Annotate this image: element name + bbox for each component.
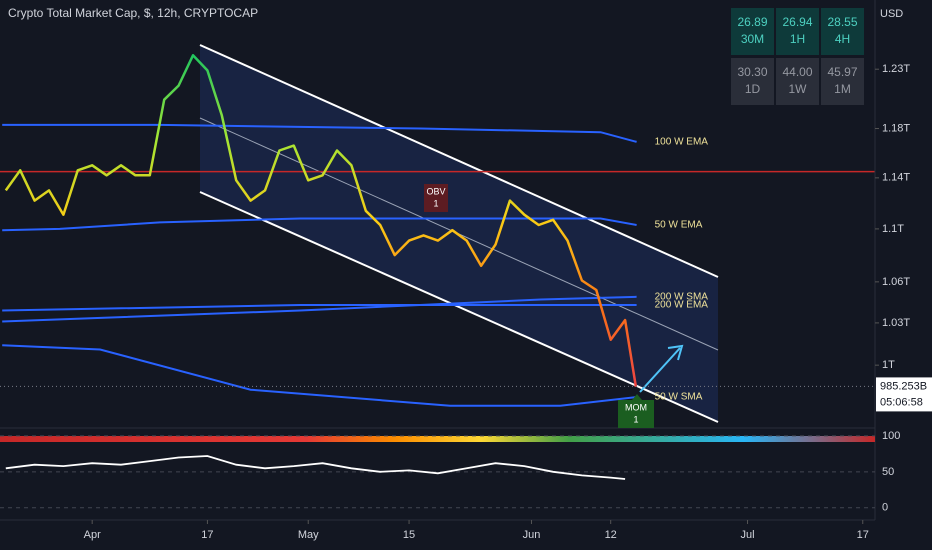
channel-upper (199, 44, 719, 278)
osc-tick-label: 100 (882, 430, 900, 442)
performance-period: 1M (834, 82, 851, 96)
obv-label: OBV (426, 186, 445, 196)
mom-pointer (632, 394, 642, 400)
ma-line (2, 344, 637, 407)
oscillator-line (5, 455, 626, 480)
mom-count: 1 (633, 414, 638, 424)
ma-label: 200 W SMA (655, 291, 709, 302)
performance-period: 30M (741, 32, 764, 46)
performance-cell (731, 8, 774, 55)
y-tick-label: 1.18T (882, 122, 910, 134)
performance-period: 1D (745, 82, 761, 96)
main-pane (0, 44, 875, 423)
obv-count: 1 (433, 198, 438, 208)
ma-label: 50 W SMA (655, 392, 703, 403)
y-tick-label: 1.06T (882, 276, 910, 288)
ma-line (2, 304, 637, 312)
channel-lower (199, 191, 719, 423)
arrow-head (667, 344, 684, 361)
ma-line (2, 123, 637, 143)
performance-cell (776, 8, 819, 55)
performance-value: 28.55 (827, 15, 857, 29)
y-tick-label: 1.03T (882, 317, 910, 329)
y-tick-label: 1.1T (882, 223, 904, 235)
performance-value: 44.00 (782, 65, 812, 79)
last-price-box (876, 377, 932, 412)
performance-cell (821, 58, 864, 105)
x-tick-label: Apr (84, 529, 101, 541)
performance-value: 26.89 (737, 15, 767, 29)
x-tick-label: Jul (740, 529, 754, 541)
ma-label: 200 W EMA (655, 300, 709, 311)
chart-title: Crypto Total Market Cap, $, 12h, CRYPTOC… (8, 6, 258, 20)
y-tick-label: 1.14T (882, 172, 910, 184)
countdown: 05:06:58 (880, 396, 923, 408)
performance-cell (776, 58, 819, 105)
x-tick-label: 12 (605, 529, 617, 541)
ma-label: 100 W EMA (655, 137, 709, 148)
x-tick-label: May (298, 529, 319, 541)
x-tick-label: 15 (403, 529, 415, 541)
osc-tick-label: 0 (882, 502, 888, 514)
y-tick-label: 1T (882, 359, 895, 371)
last-price-label: 985.253B (880, 380, 927, 392)
obv-badge (424, 184, 448, 212)
price-line (4, 54, 638, 387)
performance-value: 30.30 (737, 65, 767, 79)
ma-line (2, 217, 637, 232)
x-tick-label: 17 (857, 529, 869, 541)
arrow (639, 347, 681, 393)
x-tick-label: 17 (201, 529, 213, 541)
x-tick-label: Jun (523, 529, 541, 541)
performance-period: 1W (789, 82, 808, 96)
y-tick-label: 1.23T (882, 63, 910, 75)
performance-value: 45.97 (827, 65, 857, 79)
performance-period: 4H (835, 32, 850, 46)
performance-cell (821, 8, 864, 55)
performance-cell (731, 58, 774, 105)
ma-label: 50 W EMA (655, 220, 703, 231)
osc-tick-label: 50 (882, 466, 894, 478)
trend-strip (0, 436, 875, 442)
mom-badge (618, 400, 654, 428)
performance-period: 1H (790, 32, 805, 46)
performance-value: 26.94 (782, 15, 812, 29)
mom-label: MOM (625, 402, 647, 412)
currency: USD (880, 8, 903, 20)
